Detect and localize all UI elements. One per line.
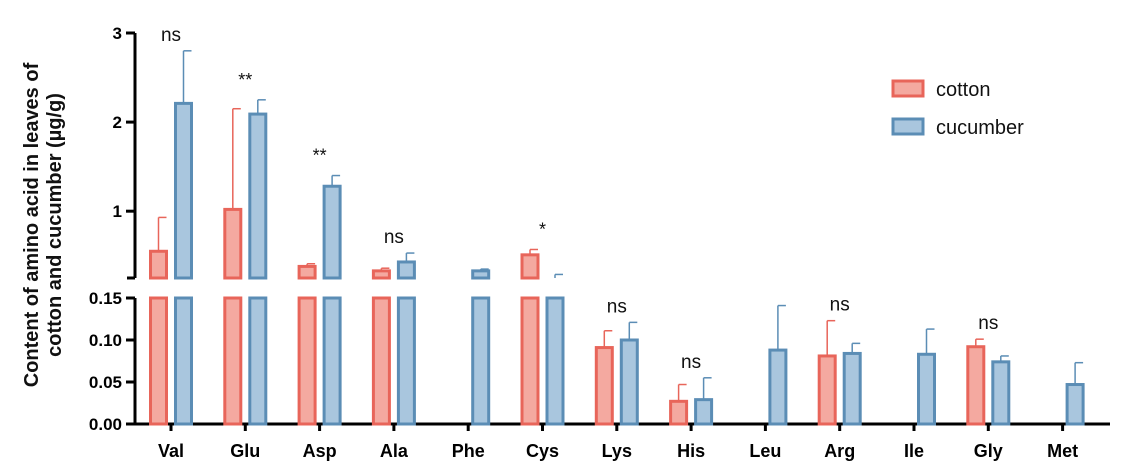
bar-cucumber-val-upper [174,101,193,280]
bar-cucumber-lys [619,338,639,426]
bars [149,101,1085,426]
significance-label: ns [161,25,181,46]
y-tick-label: 0.05 [89,373,122,392]
bar-cucumber-leu [768,348,788,426]
y-tick-label: 1 [113,202,122,221]
x-tick-label-leu: Leu [749,441,781,461]
significance-label: ns [978,313,998,334]
bar-cotton-asp [297,296,317,426]
y-axis-label-box: Content of amino acid in leaves of cotto… [14,30,74,420]
bar-cotton-arg [817,354,837,426]
bar-cotton-his [669,399,689,426]
x-tick-label-asp: Asp [303,441,337,461]
bar-cucumber-glu [248,296,268,426]
bar-cotton-gly [966,345,986,426]
bar-cucumber-ala [396,296,416,426]
significance-label: ns [607,296,627,317]
significance-label: ** [313,146,327,166]
legend-label-cucumber: cucumber [936,117,1024,139]
bar-cucumber-met [1065,383,1085,426]
bar-cotton-val-upper [149,249,168,280]
legend: cotton cucumber [891,79,1024,139]
bar-cotton-glu [223,296,243,426]
x-tick-label-lys: Lys [602,441,632,461]
bar-cucumber-phe-upper [471,269,491,280]
bar-cotton-lys [594,346,614,426]
bar-cotton-val [149,296,168,426]
bar-cucumber-glu-upper [248,112,268,280]
bar-cucumber-his [694,398,714,426]
y-tick-label: 0.00 [89,415,122,434]
x-tick-label-ile: Ile [904,441,924,461]
x-tick-labels: Val Glu Asp Ala Phe Cys Lys His Leu Arg Ile Gly Met [158,441,1078,461]
y-tick-label: 3 [113,24,122,43]
y-tick-label: 2 [113,113,122,132]
x-tick-label-gly: Gly [974,441,1003,461]
y-tick-label: 0.15 [89,289,122,308]
bar-cucumber-gly [991,360,1011,426]
x-tick-label-cys: Cys [526,441,559,461]
x-tick-label-phe: Phe [452,441,485,461]
legend-label-cotton: cotton [936,79,990,101]
bar-cucumber-phe [471,296,491,426]
significance-label: ns [384,227,404,248]
bar-cotton-glu-upper [223,207,243,280]
bar-cucumber-cys [545,296,565,426]
significance-label: ns [681,352,701,373]
bar-cucumber-ala-upper [396,260,416,280]
bar-cucumber-asp [322,296,342,426]
significance-label: * [539,219,546,239]
bar-cotton-cys-upper [520,253,540,280]
significance-labels: ns ** ** ns * ns ns ns ns [161,25,998,373]
y-axis-label: Content of amino acid in leaves of cotto… [21,62,66,388]
x-tick-label-glu: Glu [230,441,260,461]
significance-label: ns [830,295,850,316]
x-tick-label-met: Met [1047,441,1078,461]
y-tick-label: 0.10 [89,331,122,350]
x-tick-label-val: Val [158,441,184,461]
bar-cotton-ala [371,296,391,426]
bar-cucumber-ile [917,352,936,426]
x-tick-label-ala: Ala [380,441,409,461]
legend-swatch-cucumber [891,117,925,136]
bar-cucumber-asp-upper [322,184,342,280]
bar-cucumber-val [174,296,193,426]
error-bars [157,50,1084,402]
legend-swatch-cotton [891,79,925,98]
significance-label: ** [238,70,252,90]
x-tick-label-arg: Arg [824,441,855,461]
bar-cotton-asp-upper [297,264,317,280]
bar-cotton-cys [520,296,540,426]
bar-cucumber-arg [842,351,862,426]
bar-cotton-ala-upper [371,269,391,280]
x-tick-label-his: His [677,441,705,461]
